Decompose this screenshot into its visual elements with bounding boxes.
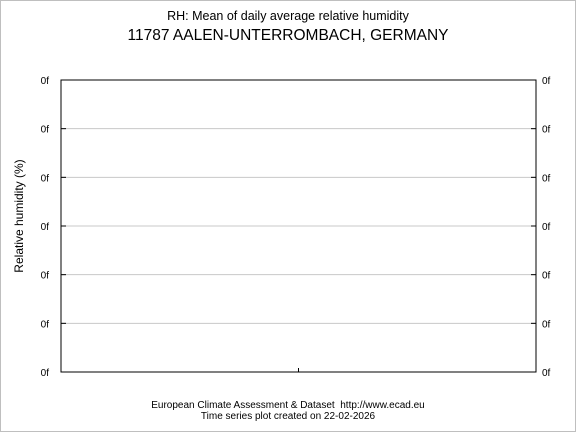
y-axis-label: Relative humidity (%) bbox=[12, 159, 26, 272]
station-subtitle: 11787 AALEN-UNTERROMBACH, GERMANY bbox=[127, 27, 449, 44]
y-tick-label-right: 0f bbox=[542, 222, 551, 233]
chart-title: RH: Mean of daily average relative humid… bbox=[167, 9, 409, 23]
y-tick-label-left: 0f bbox=[41, 319, 50, 330]
tick-labels: 0f 0f 0f 0f 0f 0f 0f 0f 0f 0f 0f 0f 0f 0f bbox=[41, 76, 551, 379]
y-tick-label-left: 0f bbox=[41, 222, 50, 233]
axis-ticks bbox=[61, 79, 536, 373]
gridlines bbox=[61, 128, 536, 324]
y-tick-label-right: 0f bbox=[542, 76, 551, 87]
y-tick-label-left: 0f bbox=[41, 271, 50, 282]
y-tick-label-left: 0f bbox=[41, 125, 50, 136]
y-tick-label-left: 0f bbox=[41, 173, 50, 184]
y-tick-label-left: 0f bbox=[41, 368, 50, 379]
footer-source: European Climate Assessment & Dataset ht… bbox=[151, 400, 425, 411]
y-tick-label-right: 0f bbox=[542, 173, 551, 184]
y-tick-label-left: 0f bbox=[41, 76, 50, 87]
y-tick-label-right: 0f bbox=[542, 319, 551, 330]
y-tick-label-right: 0f bbox=[542, 125, 551, 136]
y-tick-label-right: 0f bbox=[542, 271, 551, 282]
footer-created-date: Time series plot created on 22-02-2026 bbox=[200, 411, 376, 422]
y-tick-label-right: 0f bbox=[542, 368, 551, 379]
